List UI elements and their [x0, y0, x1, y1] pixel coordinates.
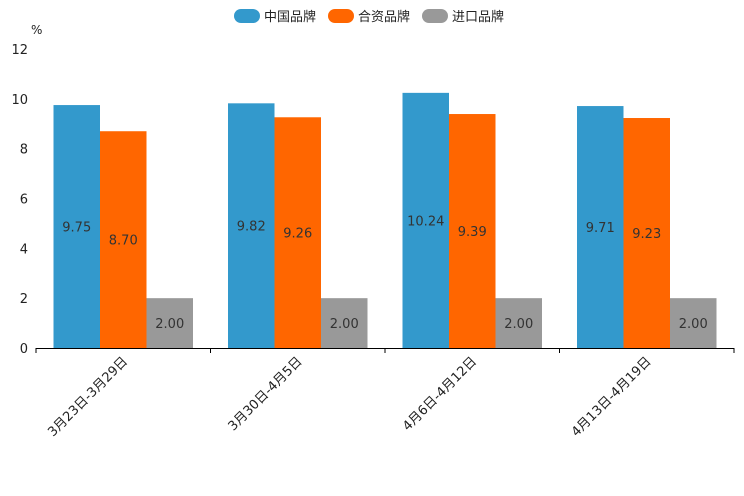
- legend-item[interactable]: 合资品牌: [328, 9, 410, 25]
- data-label: 2.00: [155, 317, 184, 332]
- legend-label: 中国品牌: [264, 9, 316, 25]
- y-axis-unit-label: %: [31, 23, 42, 37]
- legend-swatch: [234, 9, 260, 23]
- bar: [449, 114, 496, 348]
- x-tick-label: 3月30日-4月5日: [226, 354, 306, 434]
- bar: [228, 103, 275, 349]
- legend: 中国品牌 合资品牌 进口品牌: [234, 9, 504, 25]
- y-tick-label: 0: [20, 342, 28, 357]
- data-label: 2.00: [504, 317, 533, 332]
- x-axis: 3月23日-3月29日 3月30日-4月5日 4月6日-4月12日 4月13日-4月1…: [35, 348, 735, 440]
- bar: [623, 118, 670, 348]
- legend-label: 合资品牌: [358, 9, 410, 25]
- bar: [670, 298, 717, 348]
- bar: [577, 106, 624, 348]
- legend-swatch: [328, 9, 354, 23]
- x-tick-label: 4月6日-4月12日: [400, 354, 480, 434]
- data-label: 2.00: [679, 317, 708, 332]
- bar: [146, 298, 193, 348]
- y-tick-label: 2: [20, 292, 28, 307]
- data-label: 10.24: [407, 214, 444, 229]
- data-label: 9.71: [586, 221, 615, 236]
- legend-label: 进口品牌: [452, 9, 504, 25]
- data-label: 9.39: [458, 225, 487, 240]
- data-label: 9.26: [283, 227, 312, 242]
- y-tick-label: 6: [20, 193, 28, 208]
- data-label: 2.00: [330, 317, 359, 332]
- legend-item[interactable]: 进口品牌: [422, 9, 504, 25]
- bar: [321, 298, 368, 348]
- legend-swatch: [422, 9, 448, 23]
- data-label: 8.70: [109, 234, 138, 249]
- y-tick-label: 8: [20, 143, 28, 158]
- y-tick-label: 10: [11, 93, 28, 108]
- y-tick-label: 4: [20, 242, 28, 257]
- data-label: 9.82: [237, 220, 266, 235]
- bar: [100, 131, 147, 348]
- bar: [53, 105, 100, 348]
- bar: [402, 92, 449, 348]
- x-tick-label: 3月23日-3月29日: [45, 354, 131, 440]
- bar: [495, 298, 542, 348]
- x-tick-label: 4月13日-4月19日: [569, 354, 655, 440]
- data-label: 9.75: [62, 221, 91, 236]
- y-axis: 0 2 4 6 8 10 12: [11, 43, 28, 357]
- y-tick-label: 12: [11, 43, 28, 58]
- bar: [274, 117, 321, 348]
- bars: 9.75 8.70 2.00 9.82 9.26 2.00 10.24 9.39 2.00 9.7…: [53, 92, 717, 349]
- legend-item[interactable]: 中国品牌: [234, 9, 316, 25]
- data-label: 9.23: [632, 227, 661, 242]
